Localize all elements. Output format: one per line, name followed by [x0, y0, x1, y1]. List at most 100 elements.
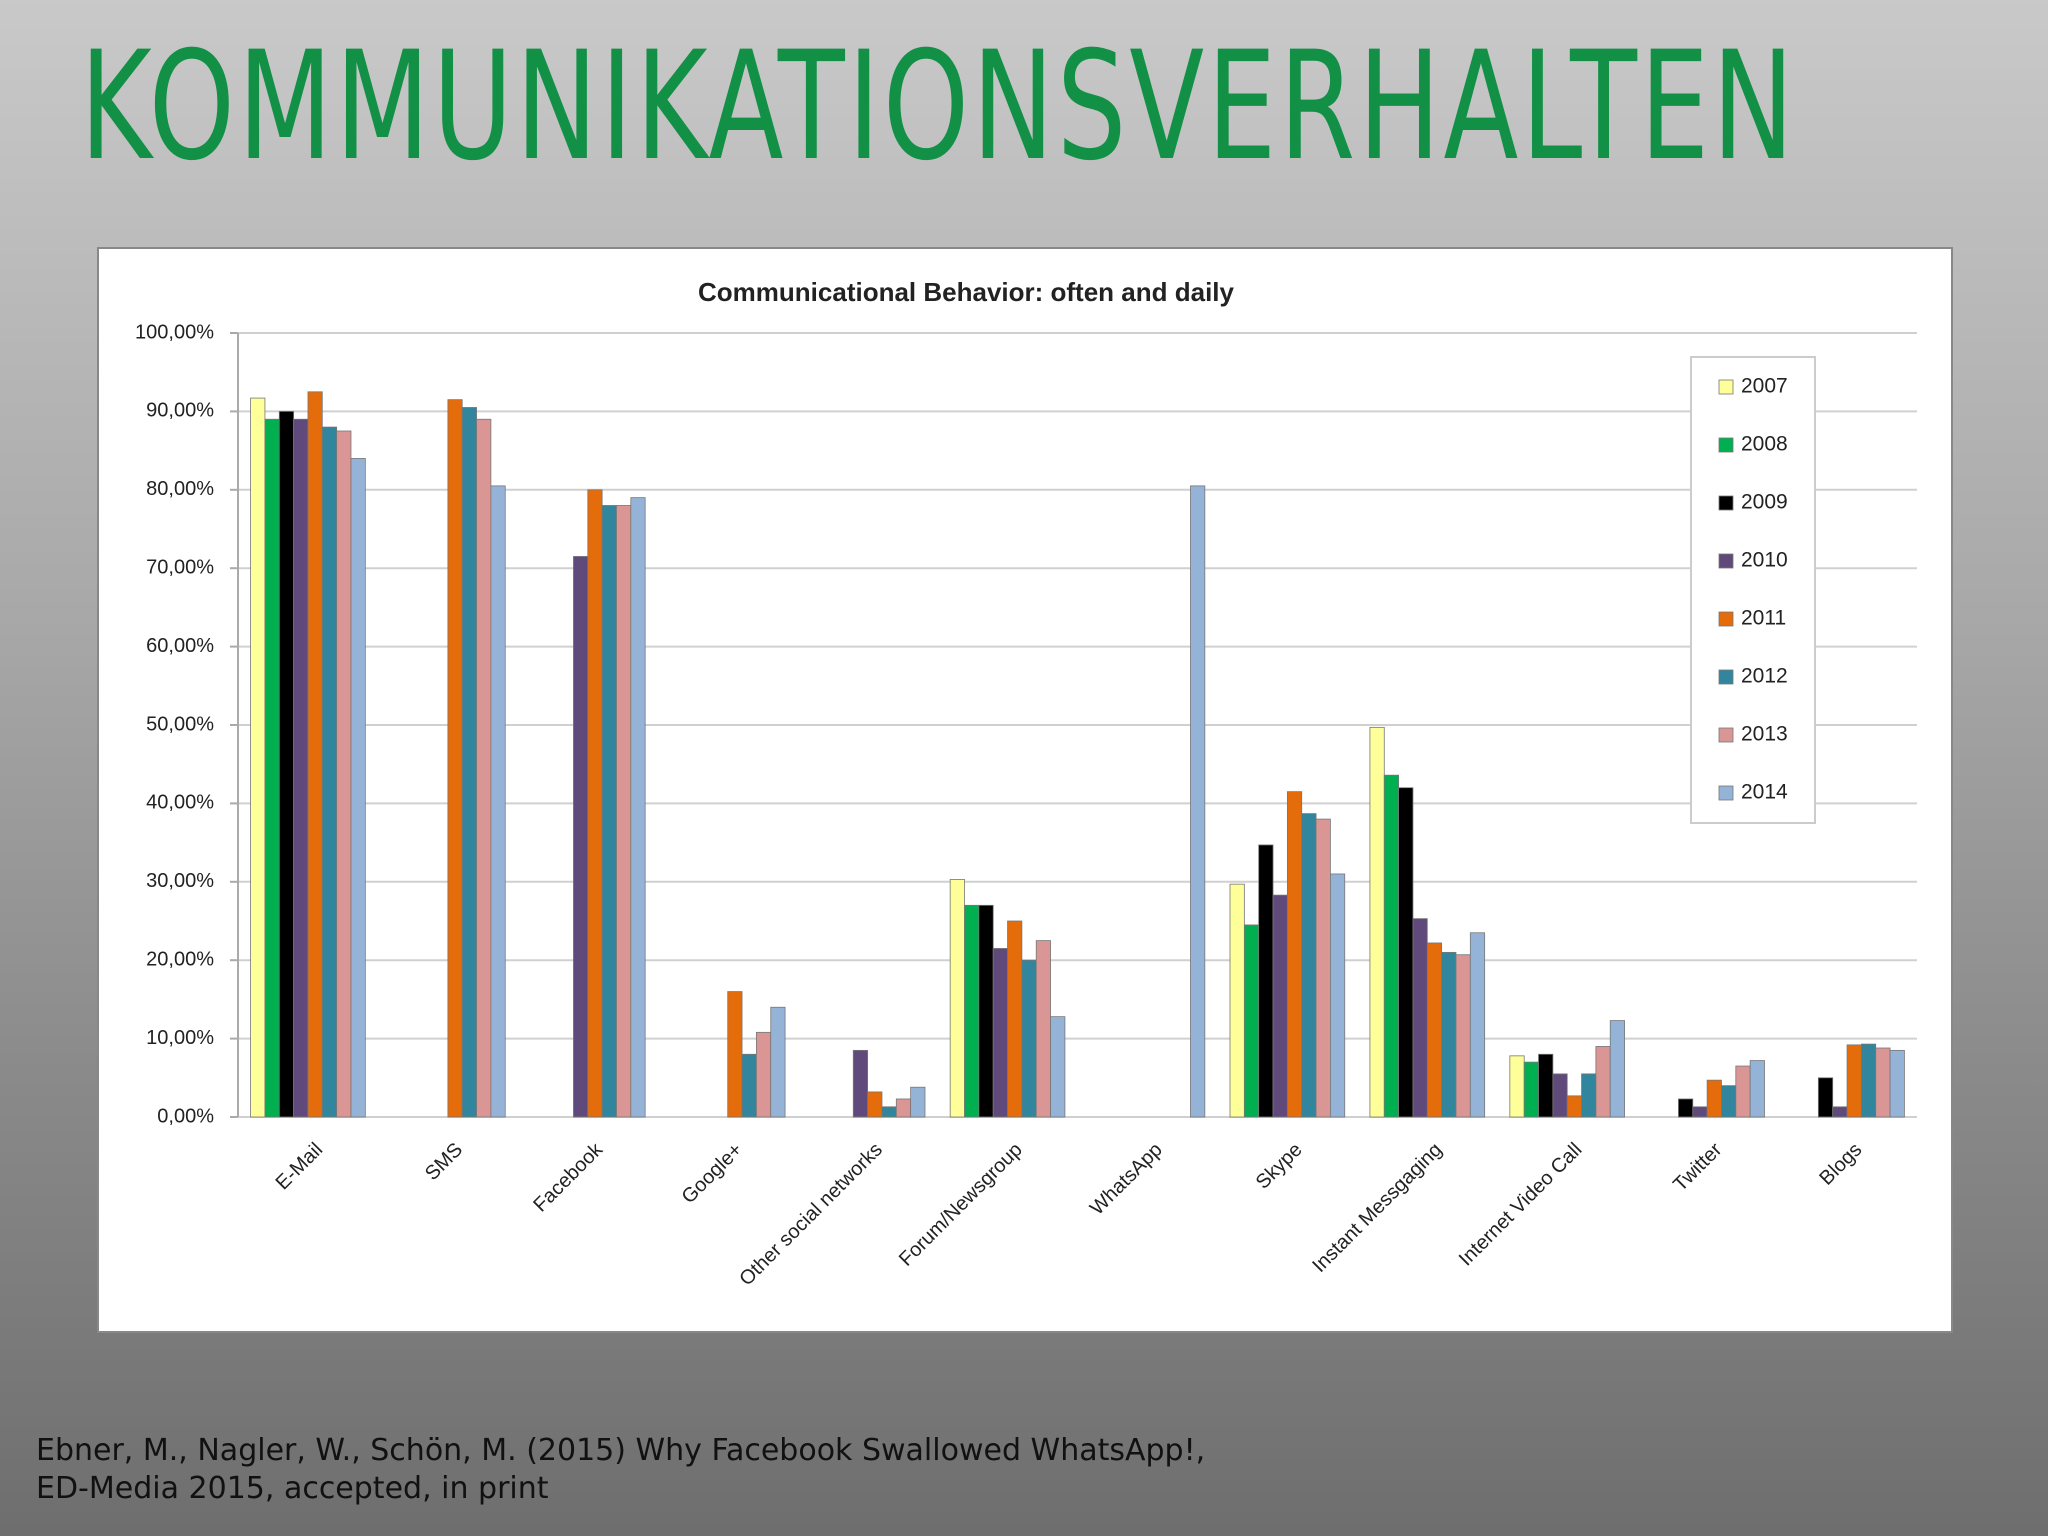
bar — [461, 407, 477, 1118]
y-tick-label: 0,00% — [157, 1105, 214, 1127]
bar — [1749, 1060, 1765, 1118]
bar — [1329, 873, 1346, 1118]
bar — [573, 556, 589, 1118]
bar — [867, 1091, 883, 1118]
bar — [1706, 1079, 1722, 1118]
bar — [264, 418, 280, 1118]
legend-label: 2011 — [1741, 607, 1786, 630]
bar — [490, 485, 506, 1118]
bar — [321, 426, 338, 1118]
legend-label: 2010 — [1741, 549, 1788, 572]
bar — [992, 948, 1008, 1118]
bar — [852, 1049, 869, 1118]
bar — [447, 399, 463, 1118]
bar — [1455, 954, 1471, 1118]
bar — [895, 1098, 912, 1118]
legend-swatch — [1718, 727, 1734, 743]
citation-line: ED-Media 2015, accepted, in print — [36, 1471, 549, 1506]
bar — [949, 879, 965, 1118]
bar — [1021, 959, 1037, 1118]
bar — [1860, 1043, 1877, 1118]
y-tick-label: 30,00% — [146, 870, 214, 892]
bar — [1383, 774, 1400, 1118]
bar — [1050, 1016, 1066, 1118]
legend-swatch — [1718, 785, 1734, 801]
bar — [278, 410, 295, 1118]
chart-title: Communicational Behavior: often and dail… — [698, 277, 1234, 307]
bar — [1035, 940, 1051, 1118]
bar — [307, 391, 323, 1118]
bar — [881, 1106, 897, 1118]
bar — [1272, 894, 1288, 1118]
bar — [336, 430, 352, 1118]
bar — [964, 904, 980, 1118]
citation: Ebner, M., Nagler, W., Schön, M. (2015) … — [36, 1432, 1205, 1508]
bar — [1007, 920, 1023, 1118]
bar — [1441, 951, 1457, 1118]
legend-frame — [1690, 356, 1816, 824]
citation-line: Ebner, M., Nagler, W., Schön, M. (2015) … — [36, 1433, 1206, 1468]
bar — [1315, 818, 1331, 1118]
legend-label: 2012 — [1741, 665, 1788, 688]
y-tick-label: 90,00% — [146, 400, 214, 422]
bar — [1566, 1095, 1582, 1118]
bar — [1229, 883, 1245, 1118]
bar — [630, 497, 646, 1118]
bar — [1692, 1106, 1708, 1118]
bar — [1509, 1055, 1525, 1118]
bar — [1398, 787, 1414, 1118]
bar — [1190, 485, 1206, 1118]
bar — [1243, 924, 1260, 1118]
bar — [1832, 1106, 1848, 1118]
chart-frame — [97, 247, 1953, 1333]
bar — [476, 418, 492, 1118]
bar — [587, 489, 603, 1118]
y-tick-label: 100,00% — [135, 321, 214, 343]
bar — [293, 418, 309, 1118]
bar — [1735, 1065, 1751, 1118]
bar — [1538, 1053, 1554, 1118]
legend-label: 2008 — [1741, 433, 1788, 456]
legend-swatch — [1718, 437, 1734, 453]
bar — [978, 904, 994, 1118]
y-tick-label: 60,00% — [146, 635, 214, 657]
legend-swatch — [1718, 669, 1734, 685]
legend-swatch — [1718, 379, 1734, 395]
legend-label: 2014 — [1741, 781, 1788, 804]
bar — [741, 1053, 757, 1118]
y-tick-label: 50,00% — [146, 713, 214, 735]
legend-label: 2007 — [1741, 375, 1788, 398]
bar — [1258, 844, 1274, 1118]
bar — [1552, 1073, 1568, 1118]
bar — [350, 458, 366, 1118]
legend-label: 2013 — [1741, 723, 1788, 746]
bar — [1426, 942, 1443, 1118]
bar — [1581, 1073, 1597, 1118]
bar — [1678, 1098, 1694, 1118]
y-tick-label: 20,00% — [146, 948, 214, 970]
bar — [601, 505, 617, 1118]
legend-swatch — [1718, 495, 1734, 511]
y-tick-label: 70,00% — [146, 556, 214, 578]
bar — [1846, 1044, 1862, 1118]
bar — [1469, 932, 1486, 1118]
bar — [755, 1031, 772, 1118]
bar — [770, 1006, 786, 1118]
y-tick-label: 10,00% — [146, 1027, 214, 1049]
legend-swatch — [1718, 611, 1734, 627]
bar — [1369, 726, 1385, 1118]
y-tick-label: 40,00% — [146, 792, 214, 814]
bar — [1286, 791, 1303, 1118]
bar — [1875, 1047, 1891, 1118]
bar — [1412, 918, 1428, 1118]
bar — [1595, 1046, 1611, 1118]
bar — [1301, 813, 1317, 1118]
bar — [1609, 1020, 1625, 1118]
bar — [727, 991, 743, 1118]
bar — [1817, 1077, 1834, 1118]
legend-swatch — [1718, 553, 1734, 569]
bar — [1721, 1085, 1737, 1118]
bar — [910, 1086, 926, 1118]
